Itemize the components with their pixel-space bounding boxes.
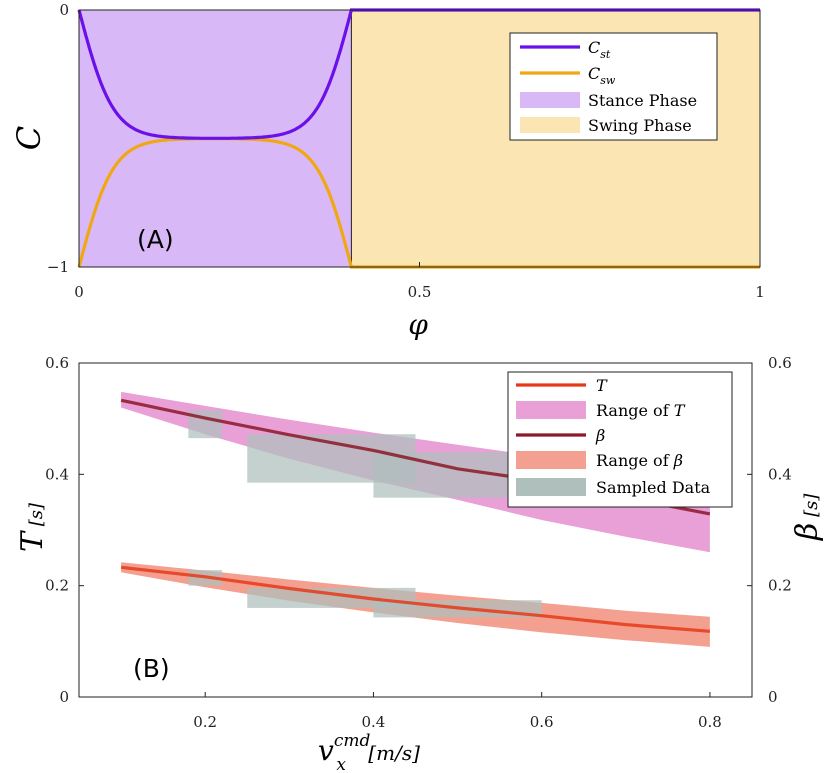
x-tick-label: 0.5 xyxy=(408,283,432,301)
y-left-axis-label: T [s] xyxy=(15,502,50,552)
legend-label-t: T xyxy=(596,376,608,395)
legend-swatch-stance xyxy=(520,92,580,108)
x-axis-label: vcmd x [m/s] xyxy=(318,731,420,773)
y-left-tick-label: 0 xyxy=(59,688,69,706)
y-tick-label: 0 xyxy=(59,1,69,19)
legend-swatch-rangeoft xyxy=(516,401,586,419)
legend-swatch-rangeof xyxy=(516,451,586,469)
legend-label-c-sw: Csw xyxy=(588,64,616,87)
legend-label-rangeoft: Range of T xyxy=(596,401,686,420)
x-tick-label: 1 xyxy=(755,283,765,301)
x-tick-label: 0.4 xyxy=(362,713,386,731)
x-tick-label: 0.2 xyxy=(193,713,217,731)
y-left-tick-label: 0.4 xyxy=(45,465,69,483)
y-right-tick-label: 0.6 xyxy=(768,354,792,372)
legend-label-c-st: Cst xyxy=(588,38,611,61)
panel-a-phase-chart: 0 0.5 1 −1 0 φ C (A) Cst Csw Stance Phase Swing Pha… xyxy=(10,1,765,341)
x-tick-label: 0 xyxy=(74,283,84,301)
legend-label-rangeof: Range of β xyxy=(596,451,683,470)
x-tick-label: 0.6 xyxy=(530,713,554,731)
legend-label-swing: Swing Phase xyxy=(588,116,692,135)
y-right-tick-label: 0.4 xyxy=(768,465,792,483)
y-left-tick-label: 0.6 xyxy=(45,354,69,372)
panel-label-b: (B) xyxy=(133,654,170,683)
legend-label-sampleddata: Sampled Data xyxy=(596,478,711,497)
x-axis-label: φ xyxy=(408,308,428,341)
x-tick-label: 0.8 xyxy=(698,713,722,731)
y-left-tick-label: 0.2 xyxy=(45,577,69,595)
panel-label-a: (A) xyxy=(137,225,174,254)
y-right-tick-label: 0.2 xyxy=(768,577,792,595)
panel-b-parameter-chart: 0.2 0.4 0.6 0.8 0 0 0.2 0.2 0.4 0.4 0.6 0.6 vcmd x [m… xyxy=(15,354,825,773)
legend-label-beta: β xyxy=(595,426,605,445)
legend-swatch-swing xyxy=(520,117,580,133)
legend-swatch-sampleddata xyxy=(516,478,586,496)
y-tick-label: −1 xyxy=(47,258,69,276)
y-axis-label: C xyxy=(10,126,48,150)
series-beta-line xyxy=(120,565,711,633)
axes-frame xyxy=(78,362,753,698)
legend-label-stance: Stance Phase xyxy=(588,91,697,110)
y-right-tick-label: 0 xyxy=(768,688,778,706)
y-right-axis-label: β [s] xyxy=(790,493,825,541)
